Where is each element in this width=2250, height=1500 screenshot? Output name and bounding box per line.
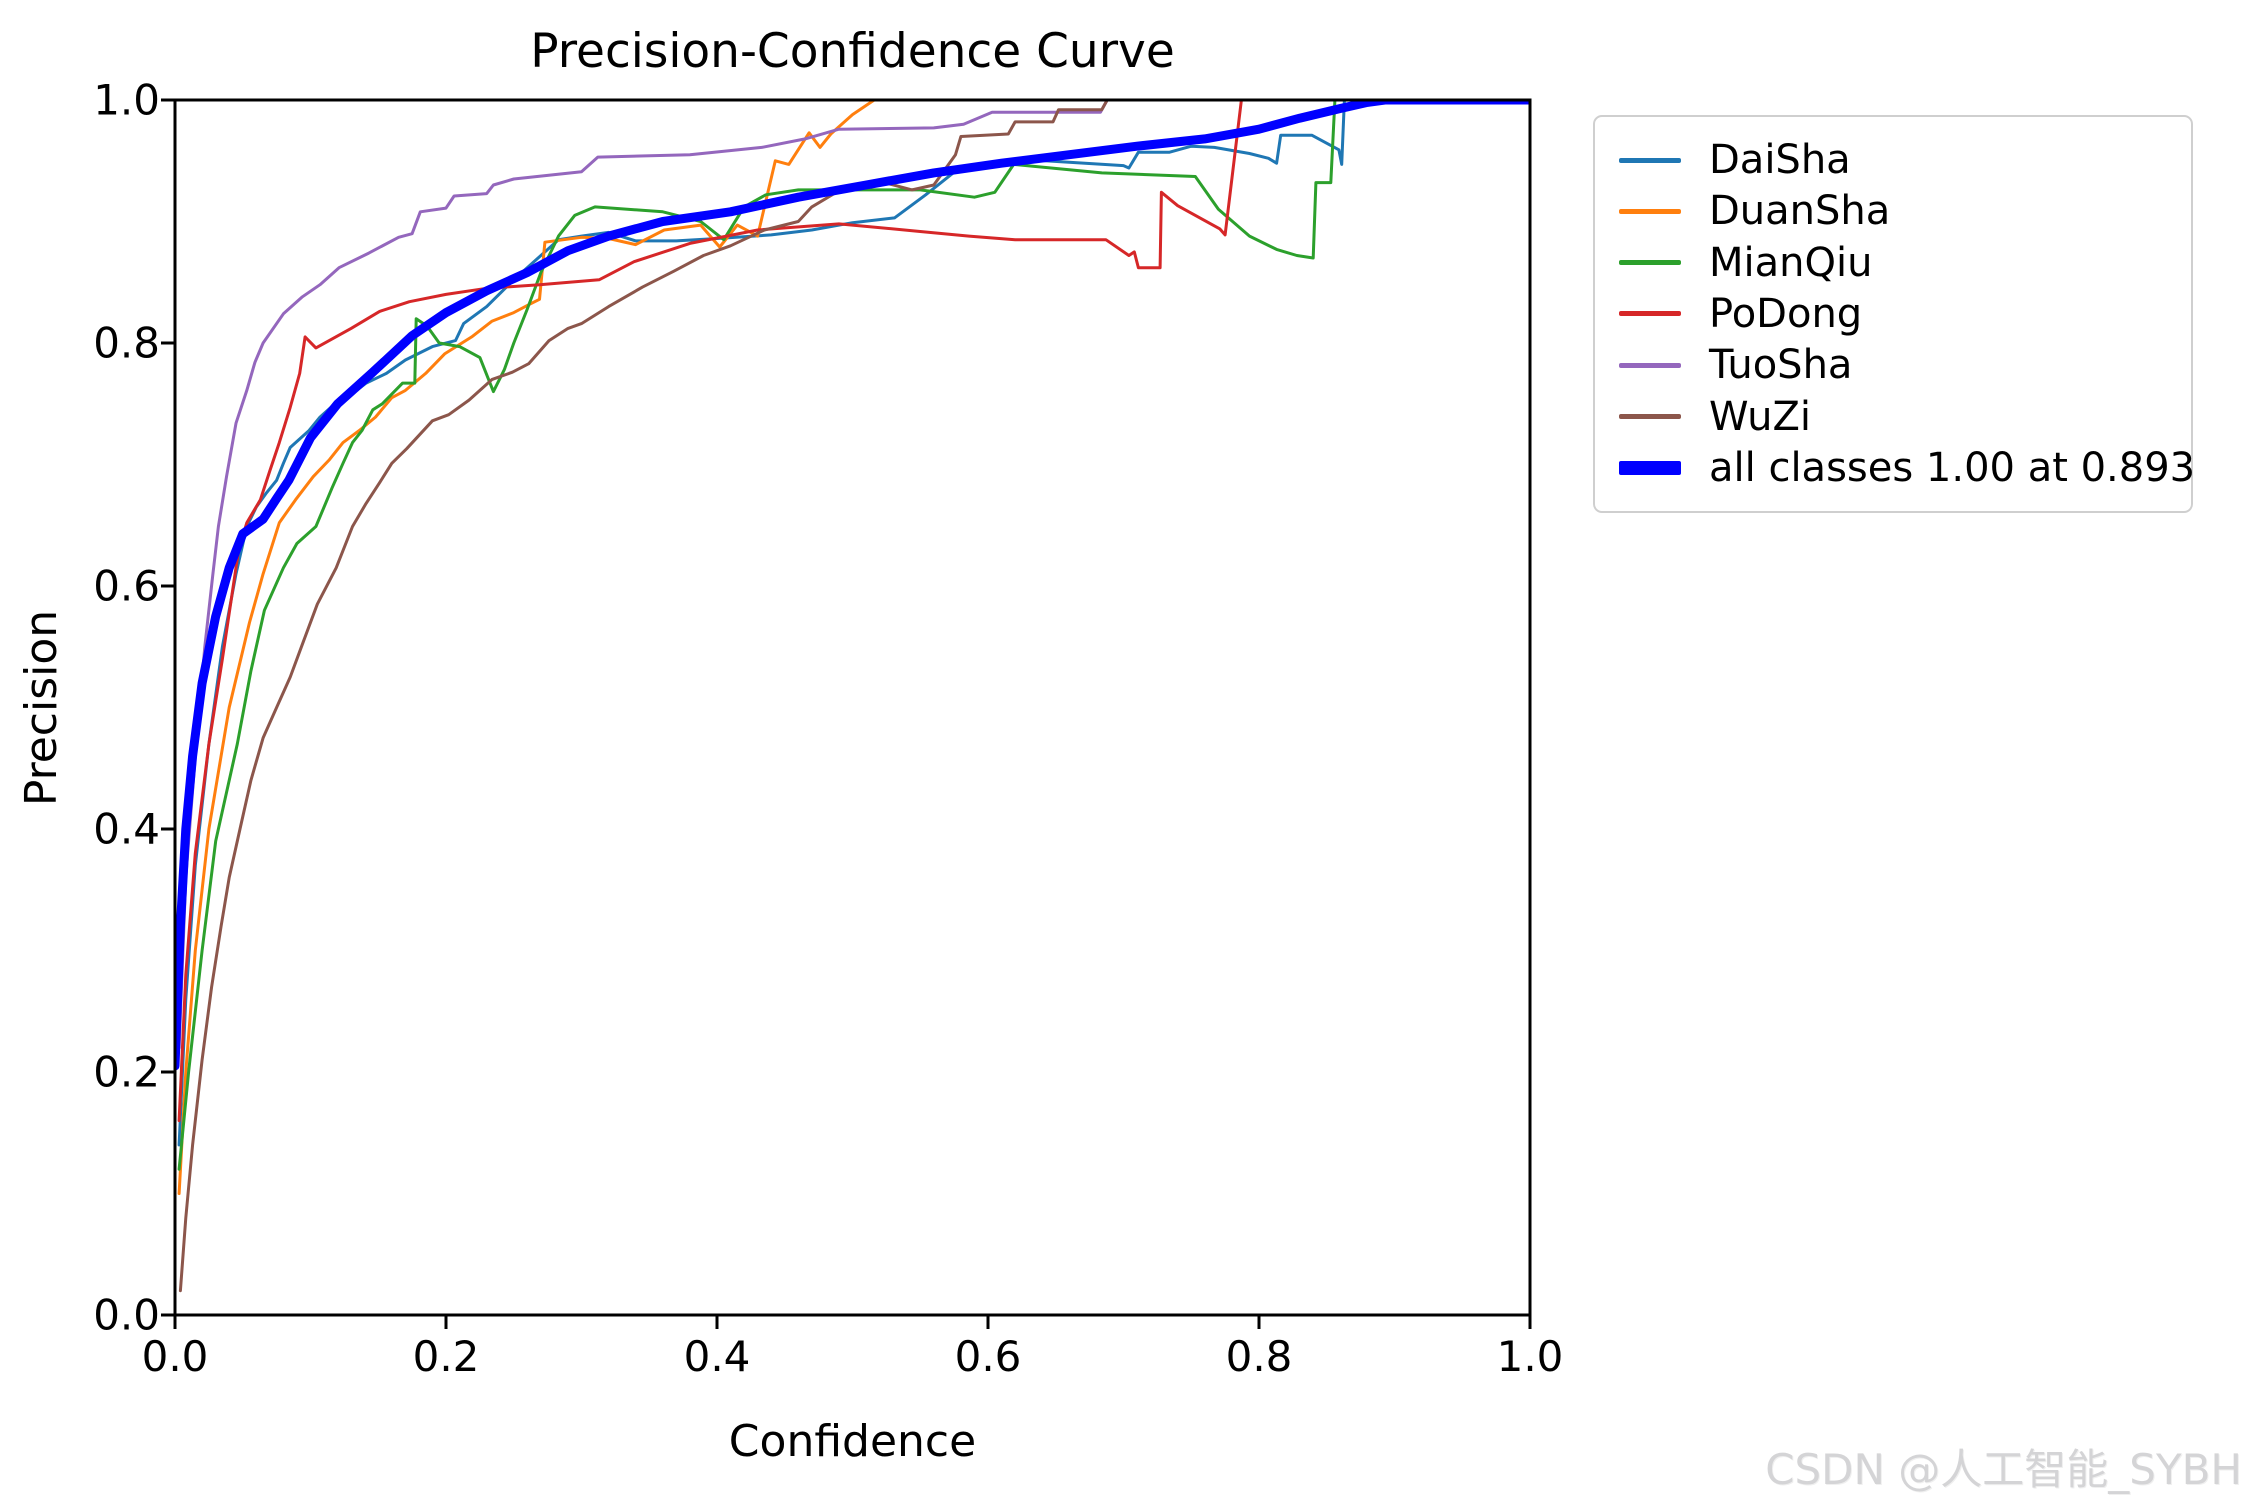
series-line-mianqiu <box>177 100 1530 1171</box>
legend-item-wuzi: WuZi <box>1619 392 2167 442</box>
legend-label: all classes 1.00 at 0.893 <box>1709 444 2196 491</box>
legend-line-sample <box>1619 311 1681 317</box>
series-line-podong <box>177 100 1530 1123</box>
legend: DaiSha DuanSha MianQiu PoDong TuoSha WuZi all … <box>1593 115 2195 513</box>
legend-item-mianqiu: MianQiu <box>1619 238 2167 288</box>
axis-ticks <box>161 98 1532 1329</box>
chart-title: Precision-Confidence Curve <box>530 24 1175 79</box>
legend-line-sample <box>1619 414 1681 420</box>
x-tick-label: 1.0 <box>1496 1332 1564 1381</box>
series-line-wuzi <box>178 100 1530 1293</box>
y-tick-label: 0.0 <box>93 1290 160 1340</box>
x-tick-label: 0.6 <box>954 1332 1022 1381</box>
legend-label: WuZi <box>1709 393 1811 440</box>
y-tick-label: 0.8 <box>93 318 160 368</box>
y-tick-label: 0.2 <box>93 1047 160 1097</box>
x-tick-label: 0.8 <box>1225 1332 1293 1381</box>
legend-label: MianQiu <box>1709 239 1873 286</box>
axes-frame <box>173 98 1532 1317</box>
legend-label: DaiSha <box>1709 137 1851 183</box>
y-tick-label: 0.6 <box>93 561 160 611</box>
watermark-text: CSDN @人工智能_SYBH <box>1765 1445 2242 1494</box>
series-line-duansha <box>177 100 1530 1195</box>
x-tick-label: 0.0 <box>141 1332 209 1381</box>
x-tick-label: 0.4 <box>683 1332 751 1381</box>
series-group <box>175 100 1530 1293</box>
legend-line-sample <box>1619 208 1681 214</box>
series-line-all-classes-1-00-at-0-893 <box>175 100 1530 1071</box>
series-line-daisha <box>177 100 1530 1147</box>
legend-line-sample <box>1619 460 1681 475</box>
x-tick-label: 0.2 <box>412 1332 480 1381</box>
legend-item-tuosha: TuoSha <box>1619 340 2167 390</box>
legend-item-podong: PoDong <box>1619 289 2167 339</box>
legend-item-daisha: DaiSha <box>1619 135 2167 185</box>
legend-item-all-classes-1-00-at-0-893: all classes 1.00 at 0.893 <box>1619 443 2195 493</box>
legend-label: PoDong <box>1709 290 1863 337</box>
legend-label: TuoSha <box>1709 342 1853 389</box>
legend-line-sample <box>1619 362 1681 368</box>
y-axis-label: Precision <box>16 609 67 807</box>
y-tick-label: 1.0 <box>93 75 160 125</box>
series-line-tuosha <box>177 100 1530 1050</box>
legend-line-sample <box>1619 157 1681 163</box>
legend-label: DuanSha <box>1709 188 1891 235</box>
legend-item-duansha: DuanSha <box>1619 186 2167 236</box>
y-tick-label: 0.4 <box>93 804 160 854</box>
legend-line-sample <box>1619 260 1681 266</box>
x-axis-label: Confidence <box>728 1416 977 1467</box>
